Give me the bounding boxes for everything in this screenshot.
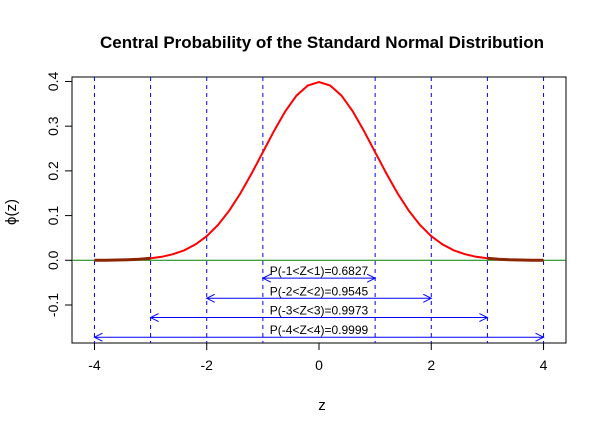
y-tick-label: 0.2 <box>45 161 61 181</box>
interval-label: P(-2<Z<2)=0.9545 <box>270 284 369 298</box>
density-curve <box>94 80 544 262</box>
y-tick-label: -0.1 <box>45 293 61 317</box>
chart-title: Central Probability of the Standard Norm… <box>100 33 544 52</box>
interval-arrows: P(-1<Z<1)=0.6827 P(-2<Z<2)=0.9545 P(-3<Z<3… <box>93 264 545 342</box>
y-tick-label: 0.0 <box>45 250 61 270</box>
y-tick-label: 0.1 <box>45 206 61 226</box>
x-tick-label: -4 <box>88 357 101 373</box>
interval-label: P(-1<Z<1)=0.6827 <box>270 264 369 278</box>
y-axis-label: ϕ(z) <box>3 199 20 225</box>
arrow-head-right <box>423 293 433 303</box>
y-tick-label: 0.3 <box>45 116 61 136</box>
interval-label: P(-4<Z<4)=0.9999 <box>270 323 369 337</box>
arrow-head-right <box>479 313 489 322</box>
y-tick-label: 0.4 <box>45 72 61 92</box>
interval-arrow: P(-3<Z<3)=0.9973 <box>149 304 489 322</box>
x-tick-label: 4 <box>540 357 548 373</box>
x-tick-label: 2 <box>427 357 435 373</box>
interval-label: P(-3<Z<3)=0.9973 <box>270 304 369 318</box>
interval-arrow: P(-4<Z<4)=0.9999 <box>93 323 545 342</box>
arrow-head-right <box>535 332 545 342</box>
arrow-head-left <box>93 332 103 342</box>
arrow-head-right <box>366 273 377 283</box>
x-tick-label: -2 <box>201 357 214 373</box>
density-tail-right <box>487 256 544 262</box>
y-axis: -0.1 0.0 0.1 0.2 0.3 0.4 <box>45 72 73 317</box>
arrow-head-left <box>205 293 215 303</box>
interval-arrow: P(-2<Z<2)=0.9545 <box>205 284 433 303</box>
density-tail-left <box>94 256 151 262</box>
arrow-head-left <box>149 313 159 322</box>
x-axis-label: z <box>318 397 326 414</box>
arrow-head-left <box>261 273 272 283</box>
x-axis: -4 -2 0 2 4 <box>88 342 548 373</box>
density-line <box>94 80 544 262</box>
interval-arrow: P(-1<Z<1)=0.6827 <box>261 264 377 283</box>
x-tick-label: 0 <box>315 357 323 373</box>
